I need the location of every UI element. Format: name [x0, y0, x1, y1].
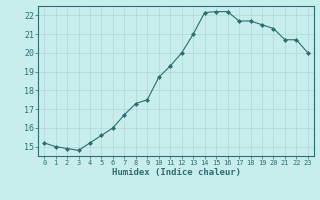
X-axis label: Humidex (Indice chaleur): Humidex (Indice chaleur): [111, 168, 241, 177]
